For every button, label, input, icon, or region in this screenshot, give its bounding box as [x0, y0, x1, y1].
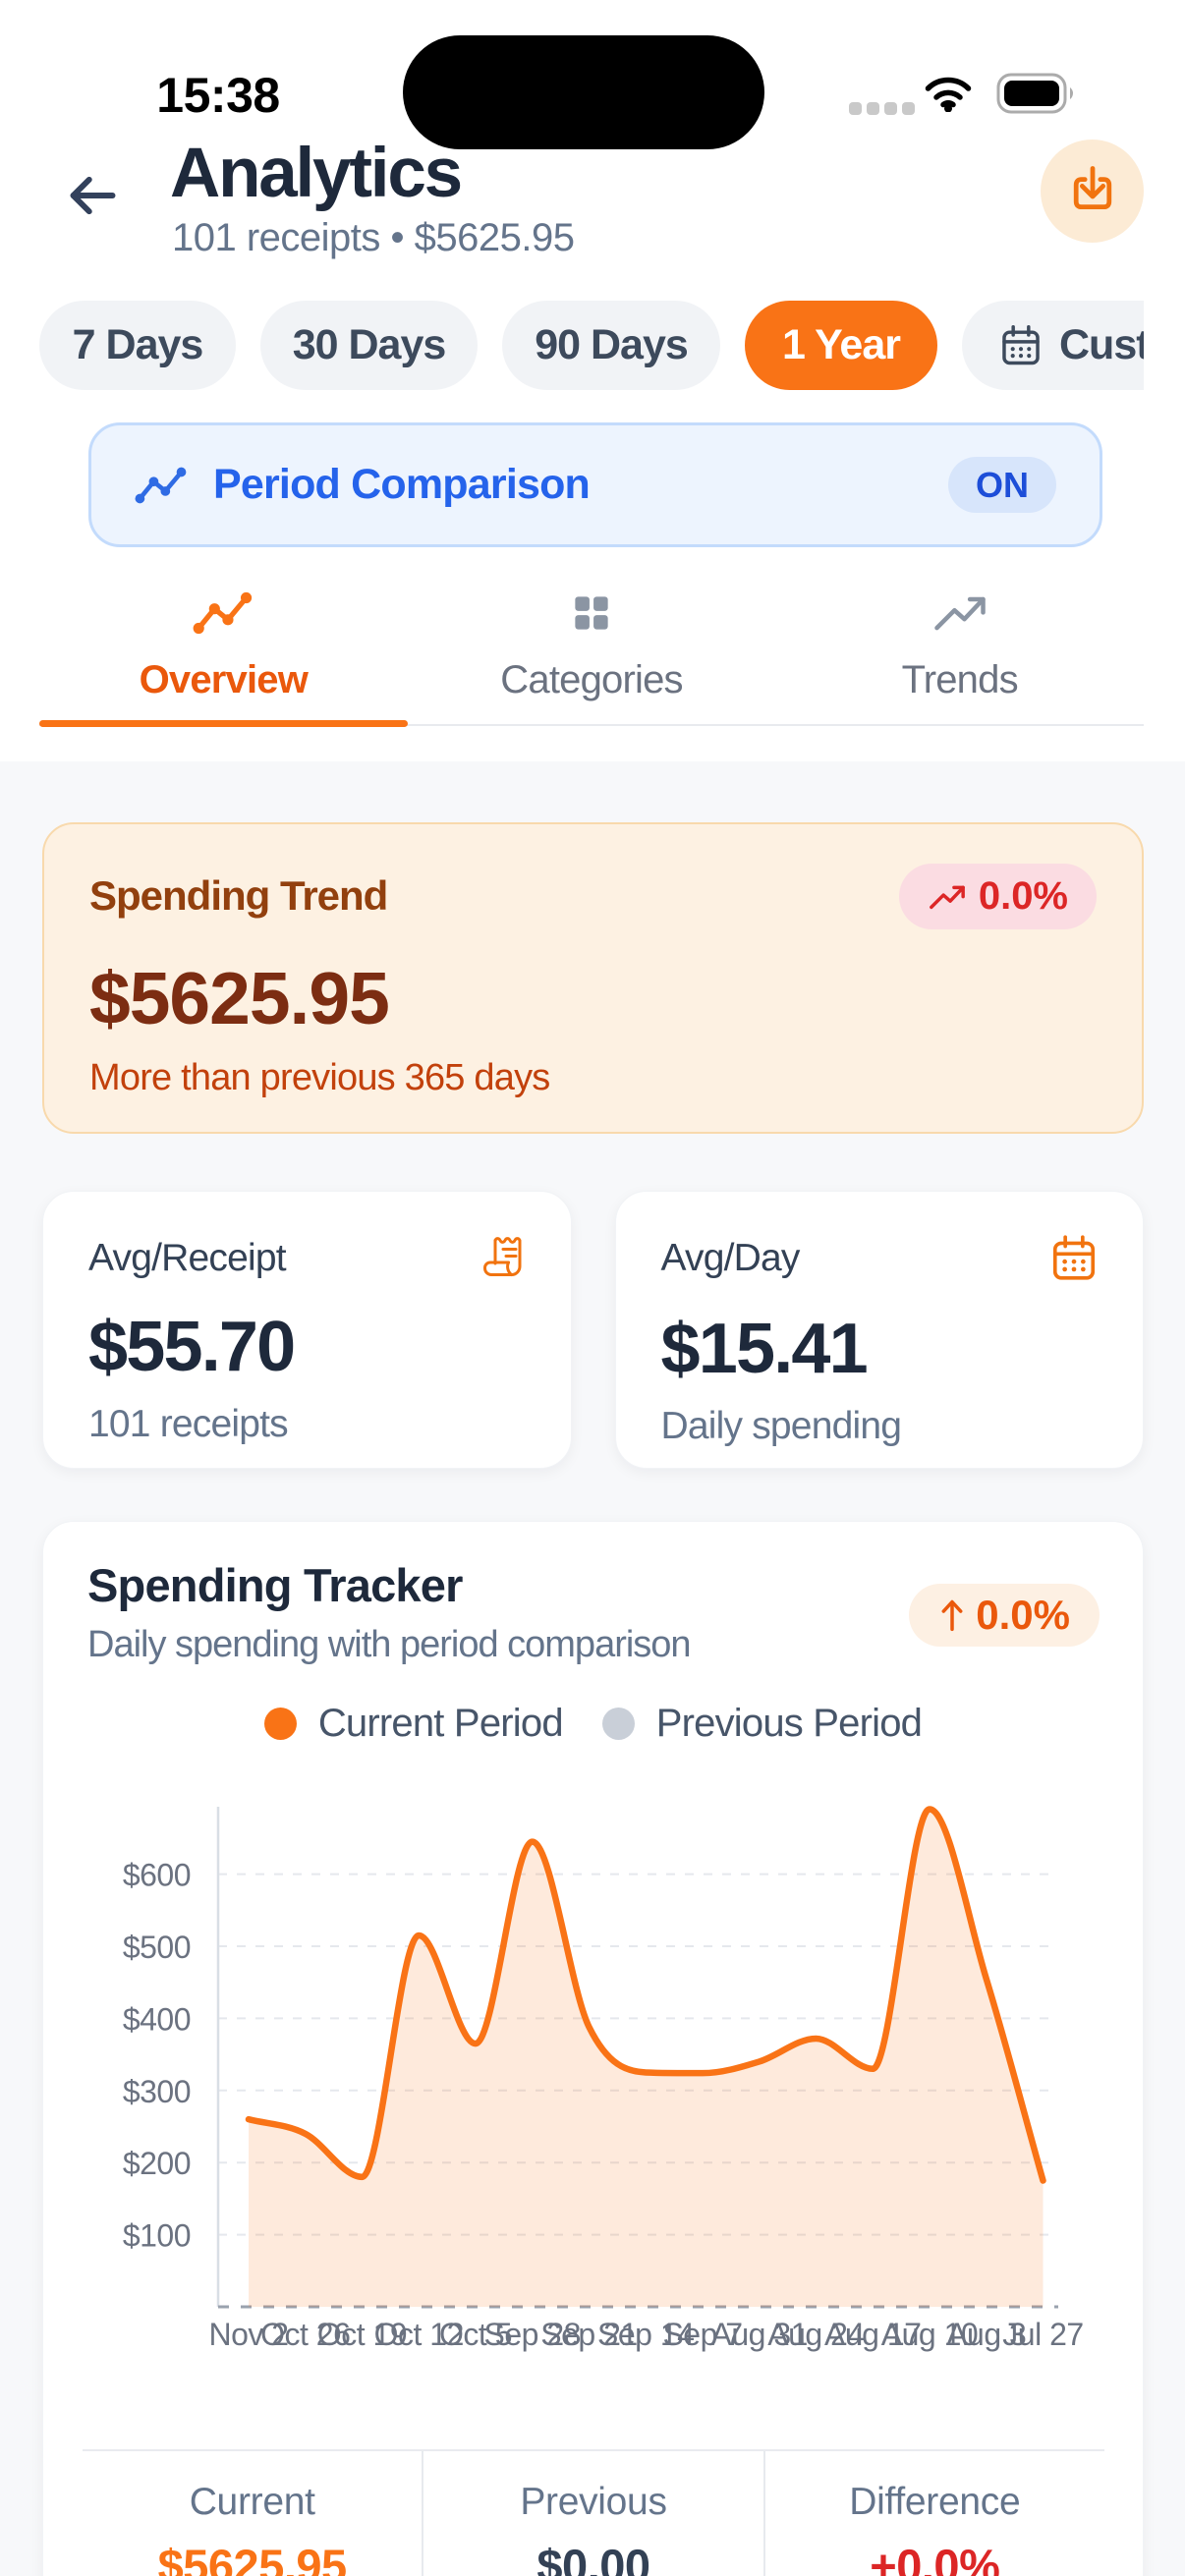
tab-overview[interactable]: Overview — [39, 575, 408, 727]
calendar-icon — [1002, 324, 1040, 364]
spending-trend-card: Spending Trend 0.0% $5625.95 More than p… — [42, 822, 1144, 1134]
spending-trend-title: Spending Trend — [89, 872, 388, 919]
spending-tracker-badge: 0.0% — [909, 1584, 1100, 1647]
battery-icon — [996, 73, 1077, 119]
svg-text:Sep 28: Sep 28 — [484, 2317, 581, 2352]
svg-text:Sep 14: Sep 14 — [597, 2317, 694, 2352]
chart-line-icon — [135, 467, 187, 503]
date-range-chips: 7 Days 30 Days 90 Days 1 Year Custom — [39, 301, 1144, 390]
svg-text:$600: $600 — [123, 1858, 191, 1893]
svg-text:Sep 7: Sep 7 — [662, 2317, 742, 2352]
legend-dot-previous — [601, 1708, 635, 1740]
svg-text:$400: $400 — [123, 2001, 191, 2037]
avg-day-value: $15.41 — [660, 1310, 869, 1388]
period-comparison-label: Period Comparison — [213, 461, 591, 508]
status-bar-time: 15:38 — [156, 68, 280, 123]
svg-text:Aug 3: Aug 3 — [946, 2317, 1026, 2352]
back-button[interactable] — [66, 169, 119, 222]
chart-line-icon — [193, 591, 253, 635]
period-summary: Current $5625.95 Previous $0.00 Differen… — [83, 2451, 1104, 2576]
trending-up-icon — [933, 596, 986, 631]
stats-row: Avg/Receipt $55.70 101 receipts Avg/Day — [42, 1191, 1144, 1469]
calendar-icon — [1052, 1235, 1096, 1280]
svg-text:Oct 5: Oct 5 — [439, 2317, 512, 2352]
analytics-tabs: Overview Categories Trends — [39, 575, 1144, 727]
cellular-signal-icon — [849, 102, 915, 115]
spending-trend-amount: $5625.95 — [89, 957, 390, 1039]
svg-text:Aug 17: Aug 17 — [824, 2317, 921, 2352]
svg-text:Sep 21: Sep 21 — [540, 2317, 637, 2352]
receipt-icon — [482, 1237, 521, 1276]
period-comparison-state-badge: ON — [948, 457, 1056, 513]
spending-trend-badge: 0.0% — [898, 864, 1097, 929]
svg-text:Jul 27: Jul 27 — [1002, 2317, 1083, 2352]
svg-text:$200: $200 — [123, 2146, 191, 2181]
summary-divider — [83, 2449, 1104, 2451]
svg-text:Aug 31: Aug 31 — [711, 2317, 808, 2352]
avg-day-title: Avg/Day — [660, 1237, 801, 1279]
svg-text:Aug 24: Aug 24 — [767, 2317, 864, 2352]
tab-categories[interactable]: Categories — [408, 575, 776, 727]
svg-text:Aug 10: Aug 10 — [881, 2317, 978, 2352]
download-icon — [1073, 165, 1111, 209]
avg-receipt-title: Avg/Receipt — [88, 1237, 287, 1279]
svg-text:$500: $500 — [123, 1930, 191, 1965]
svg-text:$100: $100 — [123, 2218, 191, 2254]
svg-text:Oct 26: Oct 26 — [260, 2317, 350, 2352]
svg-text:Oct 12: Oct 12 — [374, 2317, 464, 2352]
spending-trend-note: More than previous 365 days — [89, 1057, 550, 1098]
chip-1-year[interactable]: 1 Year — [745, 301, 937, 390]
avg-day-card: Avg/Day $15.41 Daily spending — [614, 1191, 1144, 1469]
export-button[interactable] — [1041, 140, 1144, 243]
tabs-divider — [39, 724, 1144, 726]
chip-90-days[interactable]: 90 Days — [502, 301, 720, 390]
wifi-icon — [924, 73, 973, 117]
arrow-up-icon — [941, 1599, 963, 1632]
avg-receipt-card: Avg/Receipt $55.70 101 receipts — [42, 1191, 572, 1469]
avg-receipt-value: $55.70 — [88, 1308, 296, 1386]
active-tab-indicator — [39, 720, 408, 727]
chip-7-days[interactable]: 7 Days — [39, 301, 236, 390]
spending-tracker-subtitle: Daily spending with period comparison — [87, 1624, 692, 1665]
chip-30-days[interactable]: 30 Days — [260, 301, 478, 390]
legend-previous-period: Previous Period — [601, 1702, 923, 1746]
svg-text:$300: $300 — [123, 2074, 191, 2109]
avg-day-subtitle: Daily spending — [660, 1405, 902, 1447]
tab-trends[interactable]: Trends — [775, 575, 1144, 727]
trending-up-icon — [929, 885, 965, 909]
page-title: Analytics — [170, 135, 463, 212]
svg-text:Nov 2: Nov 2 — [208, 2317, 288, 2352]
grid-icon — [575, 596, 608, 630]
summary-difference: Difference +0.0% — [762, 2451, 1104, 2576]
svg-text:Oct 19: Oct 19 — [317, 2317, 407, 2352]
summary-current: Current $5625.95 — [157, 2481, 348, 2576]
spending-tracker-card: Spending Tracker Daily spending with per… — [42, 1521, 1144, 2576]
legend-current-period: Current Period — [263, 1702, 564, 1746]
page-subtitle: 101 receipts • $5625.95 — [172, 216, 575, 259]
legend-dot-current — [263, 1708, 297, 1740]
avg-receipt-subtitle: 101 receipts — [88, 1403, 289, 1445]
summary-previous: Previous $0.00 — [422, 2451, 762, 2576]
spending-tracker-title: Spending Tracker — [87, 1559, 463, 1611]
chart-legend: Current Period Previous Period — [43, 1702, 1143, 1746]
chip-custom[interactable]: Custom — [962, 301, 1144, 390]
dynamic-island — [403, 35, 764, 149]
period-comparison-toggle[interactable]: Period Comparison ON — [88, 422, 1102, 547]
